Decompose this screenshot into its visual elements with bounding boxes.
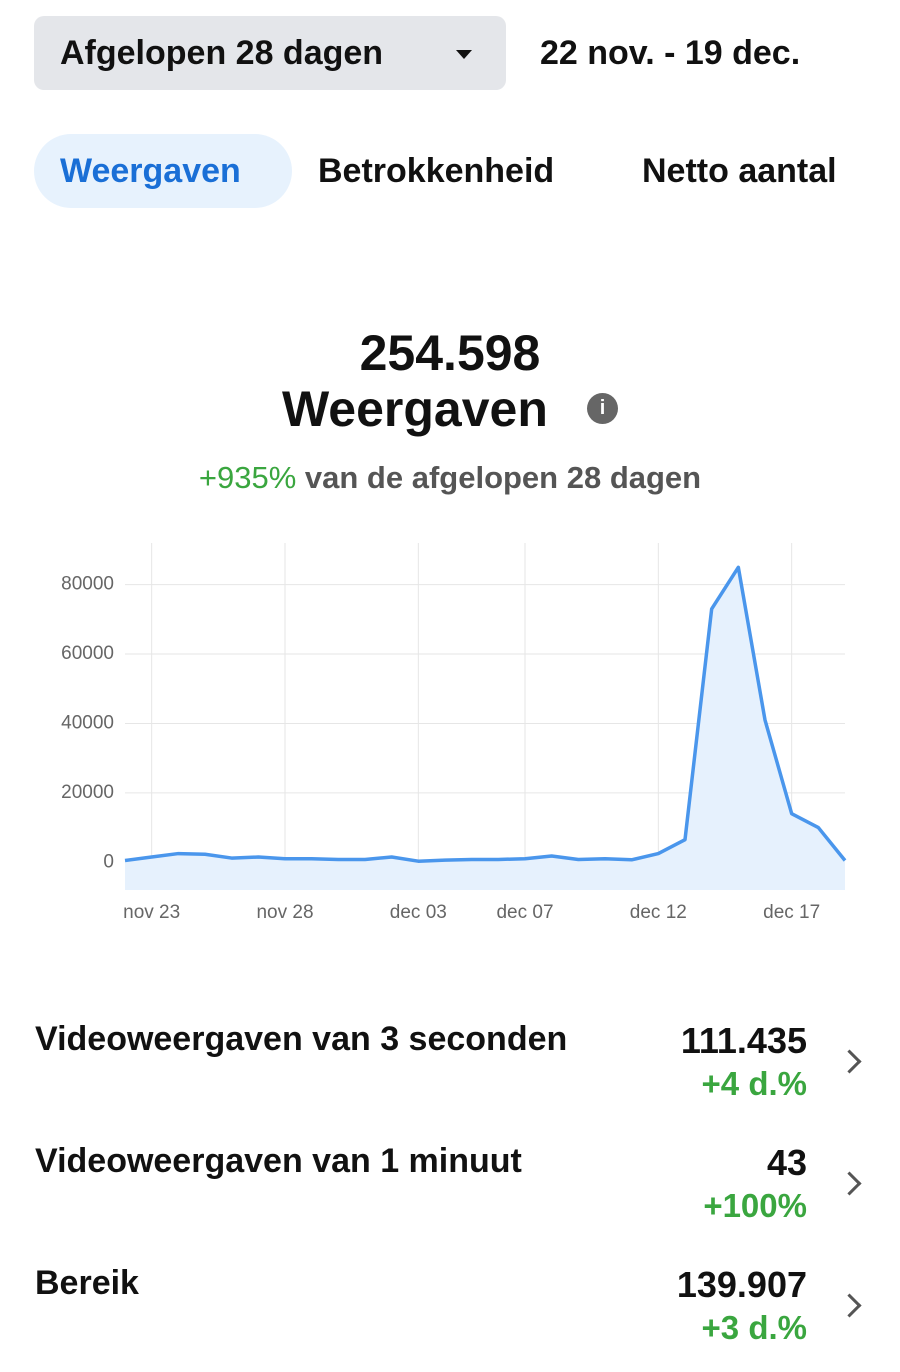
- metric-value: 43: [766, 1142, 807, 1183]
- change: +935%: [198, 460, 297, 495]
- metric-change: +4 d.%: [701, 1065, 807, 1102]
- period-label: Afgelopen 28 dagen: [60, 34, 384, 72]
- period-select[interactable]: [34, 16, 506, 90]
- metric-label: Videoweergaven van 3 seconden: [35, 1020, 568, 1058]
- tab[interactable]: Weergaven: [60, 152, 241, 190]
- area: [125, 567, 845, 890]
- tab[interactable]: Betrokkenheid: [318, 152, 555, 190]
- x-tick-label: dec 07: [496, 902, 553, 923]
- line: [124, 565, 847, 863]
- y-tick-label: 40000: [61, 712, 114, 733]
- x-tick-label: dec 12: [630, 902, 687, 923]
- total: 254.598: [359, 325, 541, 381]
- info-icon[interactable]: i: [587, 393, 618, 424]
- x-tick-label: dec 17: [763, 902, 820, 923]
- chart: 0 20000 40000 60000 80000 nov 23 nov 28 dec 03 d…: [61, 543, 847, 923]
- metric-change: +100%: [703, 1187, 807, 1224]
- x-tick-label: nov 23: [123, 902, 180, 923]
- date-range: 22 nov. - 19 dec.: [540, 34, 801, 72]
- y-tick-label: 0: [103, 851, 114, 872]
- y-tick-label: 20000: [61, 782, 114, 803]
- metric-value: 111.435: [680, 1020, 807, 1061]
- metric-label: Videoweergaven van 1 minuut: [35, 1142, 522, 1180]
- metric-label: Bereik: [35, 1264, 139, 1302]
- comparison: van de afgelopen 28 dagen: [304, 460, 702, 495]
- x-tick-label: nov 28: [256, 902, 313, 923]
- total-label: Weergaven: [282, 381, 548, 437]
- change-line: +935% van de afgelopen 28 dagen: [0, 460, 900, 496]
- dropdown-arrow: [456, 50, 472, 59]
- tab[interactable]: Netto aantal: [642, 152, 837, 190]
- metric-change: +3 d.%: [701, 1309, 807, 1346]
- metric-value: 139.907: [676, 1264, 807, 1305]
- y-tick-label: 60000: [61, 643, 114, 664]
- tab-active-bg: [34, 134, 292, 208]
- y-tick-label: 80000: [61, 574, 114, 595]
- x-tick-label: dec 03: [390, 902, 447, 923]
